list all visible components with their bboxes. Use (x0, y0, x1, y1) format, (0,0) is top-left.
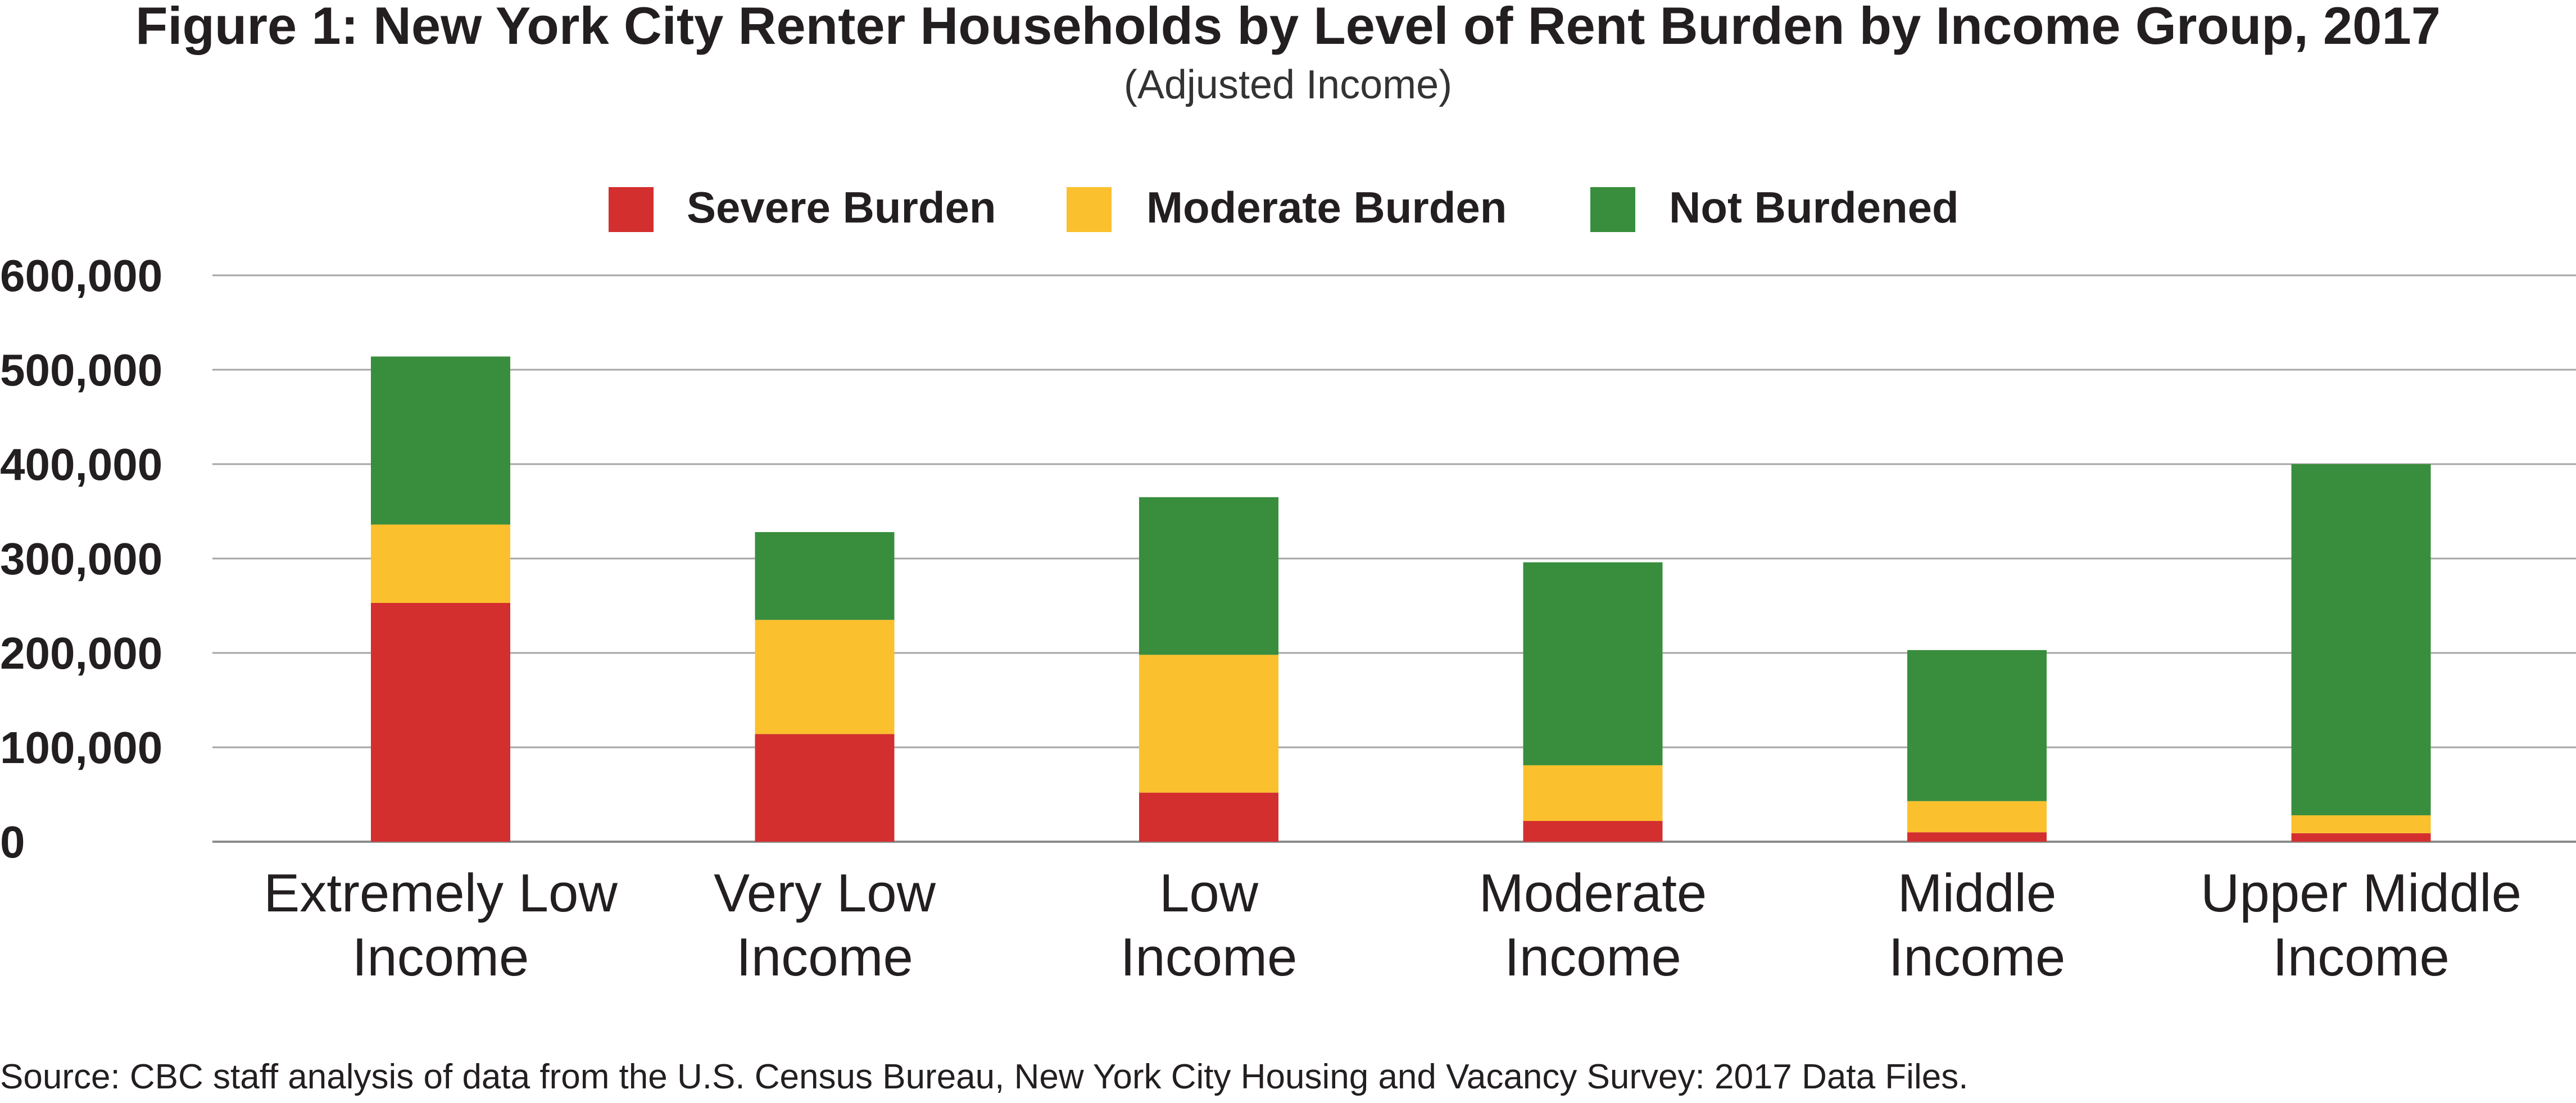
gridlines (212, 274, 2576, 843)
bar-segment (755, 734, 895, 842)
legend-swatch (609, 187, 654, 232)
legend: Severe Burden Moderate Burden Not Burdened (609, 183, 1959, 232)
bar-segment (1907, 832, 2047, 842)
chart-title: Figure 1: New York City Renter Household… (135, 0, 2441, 55)
bar-segment (1139, 655, 1278, 793)
x-tick-label: Middle Income (1889, 863, 2066, 987)
x-axis-ticks: Extremely Low Income Very Low Income Low Inco… (264, 863, 2521, 987)
y-tick-label: 200,000 (0, 628, 162, 678)
chart-subtitle: (Adjusted Income) (1124, 62, 1452, 107)
bar-segment (1523, 562, 1663, 765)
bar-segment (371, 602, 510, 842)
y-tick-label: 300,000 (0, 534, 162, 584)
y-tick-label: 100,000 (0, 723, 162, 773)
y-tick-label: 400,000 (0, 439, 162, 489)
x-tick-label: Moderate Income (1479, 863, 1707, 987)
legend-swatch (1067, 187, 1112, 232)
x-tick-label: Upper Middle Income (2201, 863, 2521, 987)
legend-label: Severe Burden (687, 183, 996, 232)
bar-segment (2291, 815, 2431, 833)
legend-label: Moderate Burden (1146, 183, 1507, 232)
y-tick-label: 0 (0, 817, 25, 867)
legend-label: Not Burdened (1669, 183, 1959, 232)
x-tick-label: Low Income (1121, 863, 1298, 987)
bar-segment (1139, 497, 1278, 655)
bar-segment (1907, 801, 2047, 833)
bar-segment (2291, 464, 2431, 815)
bars (371, 356, 2431, 842)
y-axis-ticks: 0 100,000 200,000 300,000 400,000 500,000 600,… (0, 251, 162, 867)
legend-swatch (1590, 187, 1635, 232)
bar-segment (1523, 765, 1663, 821)
x-tick-label: Extremely Low Income (264, 863, 618, 987)
bar-segment (1523, 821, 1663, 842)
bar-segment (371, 356, 510, 525)
y-tick-label: 500,000 (0, 345, 162, 395)
y-tick-label: 600,000 (0, 251, 162, 301)
bar-segment (1907, 650, 2047, 801)
bar-segment (2291, 833, 2431, 842)
bar-segment (371, 524, 510, 603)
bar-segment (755, 620, 895, 734)
bar-segment (1139, 792, 1278, 842)
bar-segment (755, 532, 895, 620)
source-note: Source: CBC staff analysis of data from … (0, 1057, 1968, 1096)
x-tick-label: Very Low Income (714, 863, 936, 987)
